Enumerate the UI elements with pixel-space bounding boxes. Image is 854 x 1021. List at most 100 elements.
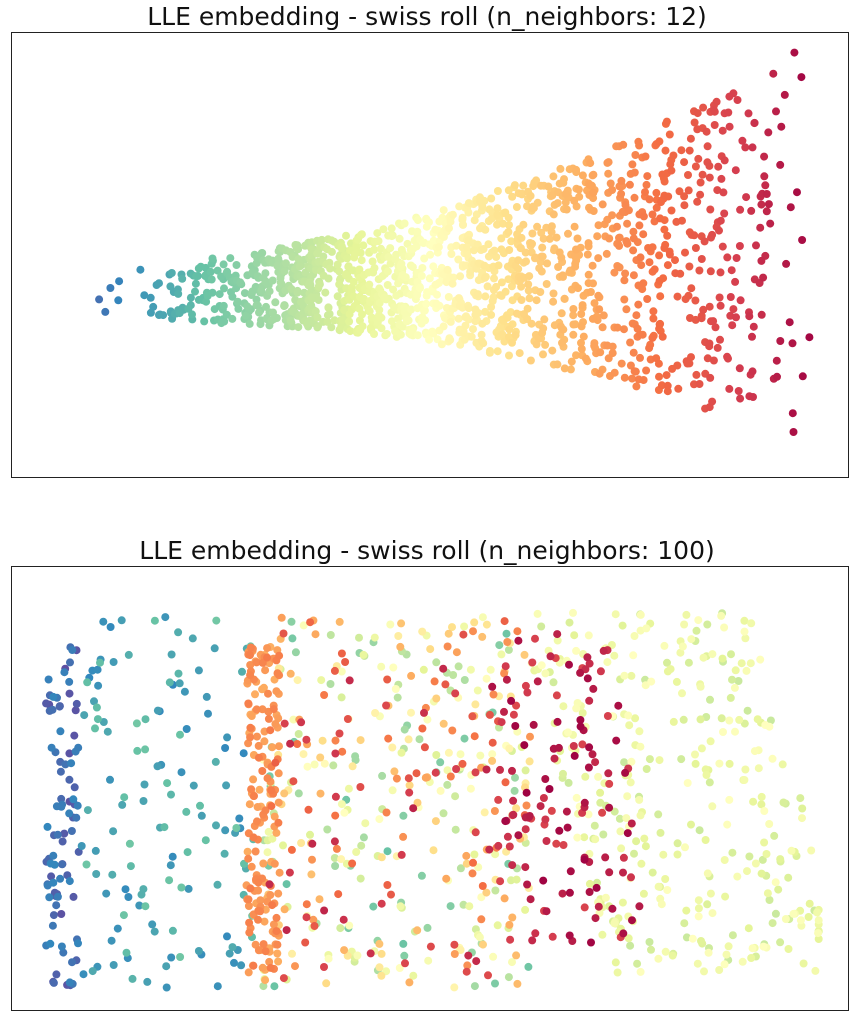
data-point bbox=[479, 339, 488, 348]
data-point bbox=[596, 348, 605, 357]
data-point bbox=[758, 855, 767, 864]
data-point bbox=[280, 789, 289, 798]
data-point bbox=[623, 219, 632, 228]
data-point bbox=[358, 310, 366, 319]
data-point bbox=[533, 677, 542, 686]
data-point bbox=[765, 820, 774, 828]
data-point bbox=[462, 851, 471, 860]
data-point bbox=[246, 661, 255, 669]
data-point bbox=[695, 266, 704, 275]
data-point bbox=[466, 267, 475, 276]
data-point bbox=[509, 810, 518, 819]
data-point bbox=[681, 248, 689, 257]
data-point bbox=[581, 772, 590, 781]
data-point bbox=[439, 664, 448, 673]
data-point bbox=[167, 650, 176, 659]
data-point bbox=[460, 676, 469, 684]
data-point bbox=[450, 950, 459, 958]
data-point bbox=[246, 643, 255, 652]
data-point bbox=[512, 875, 521, 884]
data-point bbox=[371, 709, 380, 717]
data-point bbox=[527, 319, 536, 328]
data-point bbox=[317, 235, 326, 244]
data-point bbox=[547, 222, 556, 231]
data-point bbox=[694, 896, 703, 905]
data-point bbox=[666, 160, 675, 169]
data-point bbox=[491, 979, 499, 988]
data-point bbox=[625, 721, 634, 730]
data-point bbox=[521, 766, 530, 775]
data-point bbox=[479, 940, 487, 949]
data-point bbox=[703, 900, 712, 909]
data-point bbox=[715, 966, 724, 974]
data-point bbox=[331, 749, 340, 758]
data-point bbox=[464, 304, 473, 313]
data-point bbox=[74, 939, 82, 948]
data-point bbox=[481, 292, 490, 301]
data-point bbox=[654, 954, 663, 963]
data-point bbox=[760, 172, 769, 181]
data-point bbox=[636, 742, 645, 751]
data-point bbox=[389, 663, 398, 672]
data-point bbox=[663, 231, 672, 240]
data-point bbox=[337, 649, 346, 658]
data-point bbox=[519, 181, 528, 190]
data-point bbox=[630, 367, 639, 376]
data-point bbox=[184, 884, 193, 893]
data-point bbox=[602, 249, 611, 258]
data-point bbox=[267, 802, 276, 811]
data-point bbox=[361, 819, 370, 828]
data-point bbox=[617, 189, 626, 198]
data-point bbox=[547, 806, 556, 815]
data-point bbox=[730, 683, 739, 692]
data-point bbox=[564, 728, 572, 737]
data-point bbox=[458, 213, 467, 222]
data-point bbox=[776, 855, 785, 864]
data-point bbox=[559, 325, 568, 334]
data-point bbox=[88, 967, 97, 976]
data-point bbox=[645, 258, 654, 267]
data-point bbox=[303, 762, 312, 771]
data-point bbox=[566, 867, 575, 876]
data-point bbox=[643, 295, 652, 303]
data-point bbox=[477, 330, 486, 339]
data-point bbox=[565, 618, 574, 627]
data-point bbox=[511, 722, 520, 730]
data-point bbox=[236, 278, 245, 287]
data-point bbox=[504, 275, 513, 284]
data-point bbox=[508, 338, 516, 347]
data-point bbox=[223, 932, 231, 941]
data-point bbox=[397, 748, 406, 757]
data-point bbox=[461, 321, 470, 330]
data-point bbox=[525, 294, 534, 303]
data-point bbox=[536, 288, 545, 296]
data-point bbox=[395, 964, 404, 972]
data-point bbox=[617, 844, 626, 853]
data-point bbox=[523, 304, 532, 313]
data-point bbox=[439, 206, 448, 215]
data-point bbox=[319, 271, 328, 280]
data-point bbox=[397, 619, 406, 628]
data-point bbox=[454, 662, 463, 671]
data-point bbox=[265, 957, 274, 966]
data-point bbox=[255, 785, 264, 794]
data-point bbox=[235, 814, 244, 823]
data-point bbox=[246, 723, 255, 732]
data-point bbox=[429, 329, 438, 338]
data-point bbox=[524, 286, 533, 295]
data-point bbox=[477, 915, 486, 924]
data-point bbox=[528, 229, 537, 238]
data-point bbox=[501, 287, 510, 296]
data-point bbox=[345, 921, 354, 930]
data-point bbox=[468, 869, 477, 878]
data-point bbox=[505, 221, 513, 229]
data-point bbox=[505, 920, 514, 929]
data-point bbox=[456, 946, 465, 954]
data-point bbox=[532, 340, 541, 349]
data-point bbox=[47, 743, 56, 752]
data-point bbox=[726, 293, 735, 301]
data-point bbox=[422, 222, 431, 231]
data-point bbox=[119, 911, 128, 920]
data-point bbox=[629, 246, 638, 255]
data-point bbox=[424, 956, 433, 965]
